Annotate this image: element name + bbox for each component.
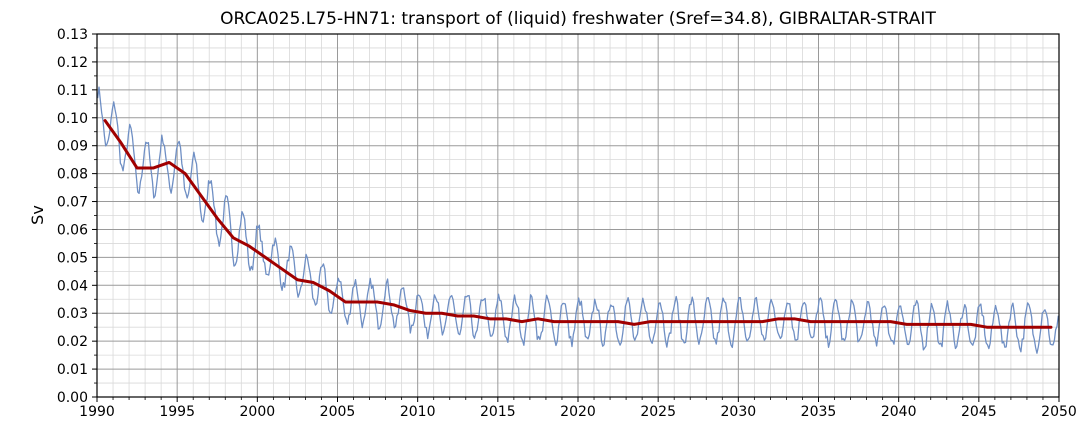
y-axis-label: Sv: [28, 205, 47, 225]
x-tick-label: 1990: [79, 404, 115, 420]
y-tick-label: 0.03: [57, 306, 88, 322]
chart-title: ORCA025.L75-HN71: transport of (liquid) …: [220, 9, 936, 29]
x-tick-label: 2045: [961, 404, 997, 420]
monthly-series-line: [97, 86, 1059, 354]
y-tick-label: 0.10: [57, 111, 88, 127]
y-tick-label: 0.13: [57, 27, 88, 43]
x-tick-label: 2030: [721, 404, 757, 420]
x-tick-label: 2050: [1041, 404, 1077, 420]
x-tick-label: 1995: [159, 404, 195, 420]
x-tick-labels: 1990 1995 2000 2005 2010 2015 2020 2025 2030 2035…: [79, 404, 1077, 420]
y-tick-label: 0.07: [57, 195, 88, 211]
y-tick-label: 0.00: [57, 390, 88, 406]
y-tick-label: 0.06: [57, 222, 88, 238]
tick-marks: [92, 33, 1060, 402]
x-tick-label: 2005: [320, 404, 356, 420]
y-tick-label: 0.12: [57, 55, 88, 71]
x-tick-label: 2010: [400, 404, 436, 420]
y-tick-label: 0.11: [57, 83, 88, 99]
x-tick-label: 2025: [640, 404, 676, 420]
y-tick-label: 0.02: [57, 334, 88, 350]
y-tick-label: 0.01: [57, 362, 88, 378]
series-layer: [97, 86, 1059, 354]
y-tick-label: 0.09: [57, 139, 88, 155]
x-tick-label: 2020: [560, 404, 596, 420]
x-tick-label: 2040: [881, 404, 917, 420]
x-tick-label: 2000: [240, 404, 276, 420]
x-tick-label: 2035: [801, 404, 837, 420]
annual-mean-series-line: [103, 119, 1053, 329]
x-tick-label: 2015: [480, 404, 516, 420]
y-tick-label: 0.08: [57, 167, 88, 183]
y-tick-labels: 0.00 0.01 0.02 0.03 0.04 0.05 0.06 0.07 0.08 0.09…: [57, 27, 88, 406]
y-tick-label: 0.04: [57, 278, 88, 294]
y-tick-label: 0.05: [57, 250, 88, 266]
